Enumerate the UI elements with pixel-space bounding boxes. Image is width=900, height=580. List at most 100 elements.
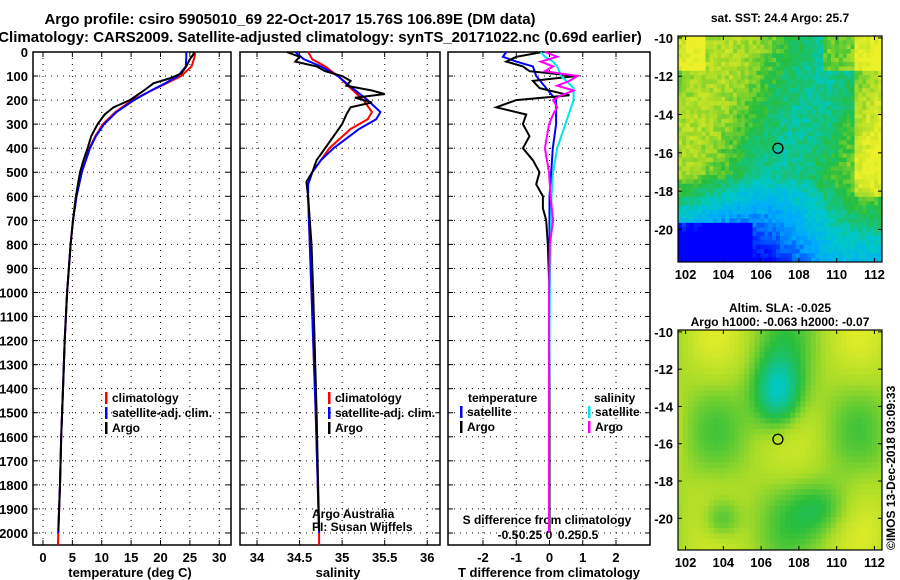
map-cell: [841, 346, 847, 353]
map-cell: [705, 88, 710, 93]
map-cell: [807, 166, 812, 172]
map-cell: [685, 118, 691, 124]
map-cell: [736, 214, 742, 220]
map-cell: [795, 445, 801, 452]
map-cell: [697, 127, 703, 133]
map-cell: [800, 368, 806, 375]
map-cell: [734, 533, 740, 540]
legend-swatch: [588, 421, 591, 433]
map-cell: [811, 49, 816, 54]
map-cell: [815, 135, 820, 141]
map-cell: [846, 153, 852, 159]
map-cell: [709, 53, 714, 59]
map-cell: [876, 385, 883, 391]
map-cell: [721, 196, 726, 202]
map-cell: [831, 175, 836, 180]
map-cell: [740, 188, 746, 193]
map-cell: [678, 209, 683, 215]
map-cell: [790, 462, 796, 468]
map-cell: [807, 179, 812, 185]
map-cell: [842, 183, 848, 189]
map-cell: [685, 40, 691, 46]
map-cell: [838, 183, 844, 189]
map-cell: [713, 390, 720, 397]
map-cell: [740, 257, 746, 263]
map-cell: [776, 75, 781, 80]
map-cell: [739, 423, 745, 430]
map-cell: [831, 495, 837, 501]
map-cell: [838, 127, 844, 133]
map-cell: [803, 122, 808, 128]
map-cell: [717, 83, 722, 89]
map-cell: [713, 205, 718, 211]
map-cell: [819, 53, 824, 59]
map-cell: [850, 57, 856, 63]
map-cell: [790, 473, 796, 479]
map-cell: [768, 36, 773, 41]
map-cell: [842, 149, 848, 154]
map-cell: [748, 149, 754, 154]
map-cell: [866, 127, 871, 133]
map-cell: [870, 83, 875, 89]
map-cell: [768, 170, 773, 176]
map-cell: [846, 346, 852, 353]
map-cell: [685, 222, 691, 228]
map-cell: [866, 140, 871, 146]
map-cell: [744, 385, 750, 391]
map-cell: [815, 418, 822, 424]
map-cell: [697, 122, 703, 128]
map-cell: [693, 62, 699, 67]
y-tick-label: 600: [6, 189, 28, 204]
map-cell: [800, 489, 806, 496]
map-cell: [701, 49, 706, 54]
map-cell: [736, 227, 742, 233]
map-cell: [862, 114, 867, 120]
map-cell: [764, 96, 769, 102]
map-cell: [764, 445, 771, 452]
map-cell: [725, 214, 730, 220]
map-cell: [776, 205, 781, 211]
map-cell: [708, 418, 715, 424]
map-cell: [744, 539, 750, 545]
map-cell: [693, 209, 699, 215]
map-cell: [846, 222, 852, 228]
map-cell: [876, 517, 883, 523]
map-cell: [831, 188, 836, 193]
map-cell: [776, 101, 781, 107]
map-cell: [752, 196, 757, 202]
map-cell: [752, 92, 757, 98]
map-cell: [754, 445, 761, 452]
map-cell: [815, 183, 820, 189]
map-cell: [862, 62, 867, 67]
map-cell: [841, 363, 847, 369]
map-cell: [785, 451, 791, 457]
map-cell: [785, 528, 791, 534]
map-cell: [725, 127, 730, 133]
map-cell: [850, 170, 856, 176]
map-cell: [791, 66, 797, 72]
map-cell: [744, 379, 750, 386]
map-cell: [815, 62, 820, 67]
map-cell: [729, 495, 735, 501]
map-cell: [862, 96, 867, 102]
map-cell: [858, 240, 863, 246]
map-cell: [740, 66, 746, 72]
map-cell: [769, 462, 776, 468]
map-cell: [748, 231, 754, 237]
map-cell: [713, 196, 718, 202]
map-cell: [791, 162, 797, 167]
map-cell: [748, 240, 754, 246]
map-cell: [846, 478, 852, 485]
map-cell: [851, 440, 857, 446]
map-cell: [858, 175, 863, 180]
map-cell: [783, 179, 789, 185]
map-cell: [799, 218, 805, 224]
map-cell: [861, 489, 868, 496]
map-cell: [838, 166, 844, 172]
map-cell: [846, 330, 852, 336]
map-cell: [717, 175, 722, 180]
x-tick-label: 0: [39, 550, 46, 565]
map-cell: [846, 162, 852, 167]
map-cell: [842, 240, 848, 246]
map-cell: [764, 374, 771, 380]
